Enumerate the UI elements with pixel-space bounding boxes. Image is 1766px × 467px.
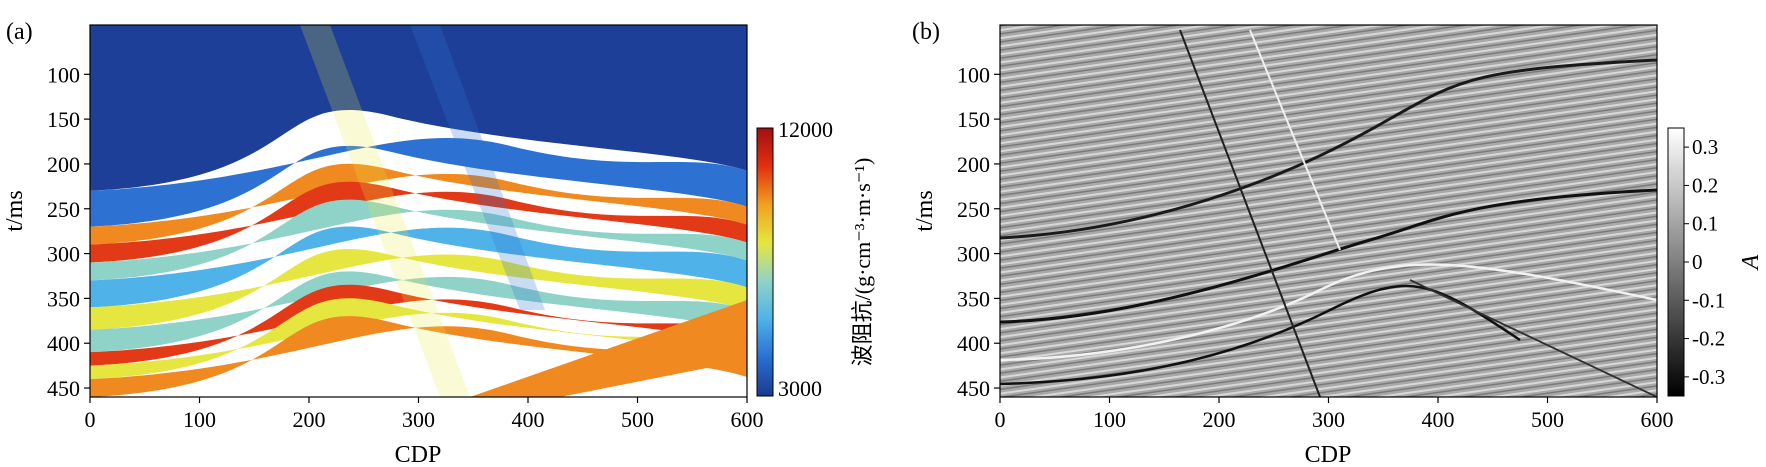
- colorbar-ticks: 0.3 0.2 0.1 0 -0.1 -0.2 -0.3: [1684, 135, 1725, 389]
- y-tick-label: 450: [957, 376, 990, 401]
- fold-overlay: [410, 25, 545, 310]
- reflector: [1000, 263, 1657, 362]
- y-tick-label: 350: [957, 286, 990, 311]
- fault-trace: [1249, 29, 1341, 251]
- y-tick-label: 100: [957, 62, 990, 87]
- x-tick-label: 0: [85, 407, 96, 432]
- colorbar-tick-label: -0.1: [1692, 288, 1725, 312]
- panel-b: (b) 0 100 200 300 400 500 600 100 150 200 250 300 35…: [912, 19, 1764, 467]
- thrust-wedge: [470, 300, 747, 397]
- y-tick-label: 400: [957, 331, 990, 356]
- impedance-layer: [90, 163, 747, 245]
- x-tick-label: 200: [1203, 407, 1236, 432]
- x-tick-label: 300: [1312, 407, 1345, 432]
- y-tick-label: 150: [957, 107, 990, 132]
- x-axis-label: CDP: [395, 442, 442, 467]
- x-tick-label: 500: [621, 407, 654, 432]
- y-axis-label: t/ms: [2, 190, 28, 231]
- x-tick-label: 400: [512, 407, 545, 432]
- y-tick-label: 300: [47, 242, 80, 267]
- fault-trace: [1409, 279, 1657, 397]
- y-tick-label: 200: [47, 152, 80, 177]
- colorbar-label: A: [1738, 254, 1764, 271]
- colorbar: [1667, 127, 1685, 397]
- plot-area: [90, 25, 747, 397]
- colorbar-tick-label: 3000: [778, 376, 822, 401]
- x-tick-label: 500: [1531, 407, 1564, 432]
- colorbar-tick-label: 0.1: [1692, 212, 1718, 236]
- impedance-layer: [90, 25, 747, 191]
- y-tick-label: 100: [47, 62, 80, 87]
- reflector: [1000, 58, 1657, 240]
- colorbar-tick-label: 12000: [778, 117, 833, 142]
- impedance-layer: [90, 181, 747, 263]
- y-tick-label: 300: [957, 242, 990, 267]
- colorbar-tick-label: 0.2: [1692, 173, 1718, 197]
- colorbar: [756, 127, 774, 397]
- impedance-layer: [90, 316, 747, 397]
- panel-a: (a) 0 100 200 300 400 500 600 100 150 200 250 300 35…: [2, 19, 875, 467]
- impedance-layer: [90, 271, 747, 353]
- x-tick-label: 100: [183, 407, 216, 432]
- y-tick-label: 450: [47, 376, 80, 401]
- x-tick-label: 0: [995, 407, 1006, 432]
- colorbar-label: 波阻抗/(g·cm⁻³·m·s⁻¹): [850, 158, 875, 367]
- fold-overlay: [300, 25, 470, 397]
- y-axis-label: t/ms: [912, 190, 938, 231]
- colorbar-tick-label: 0.3: [1692, 135, 1718, 159]
- y-tick-label: 150: [47, 107, 80, 132]
- x-tick-label: 300: [402, 407, 435, 432]
- impedance-layer: [90, 137, 747, 227]
- colorbar-tick-label: 0: [1692, 250, 1703, 274]
- seismic-section: [1000, 25, 1657, 397]
- x-tick-label: 600: [731, 407, 764, 432]
- plot-area: [1000, 25, 1657, 397]
- y-tick-label: 250: [47, 197, 80, 222]
- panel-label: (a): [6, 19, 33, 45]
- colorbar-tick-label: -0.2: [1692, 327, 1725, 351]
- impedance-layer: [90, 298, 747, 380]
- impedance-layer: [90, 226, 747, 308]
- fault-trace: [1179, 29, 1321, 397]
- y-tick-label: 400: [47, 331, 80, 356]
- colorbar-tick-label: -0.3: [1692, 365, 1725, 389]
- reflector: [1000, 284, 1521, 386]
- y-tick-label: 250: [957, 197, 990, 222]
- x-tick-label: 400: [1422, 407, 1455, 432]
- reflector: [1000, 188, 1657, 324]
- x-tick-label: 200: [293, 407, 326, 432]
- panel-label: (b): [912, 19, 940, 45]
- impedance-layer: [90, 199, 747, 281]
- y-tick-label: 200: [957, 152, 990, 177]
- impedance-layer: [90, 284, 747, 366]
- x-axis-label: CDP: [1305, 442, 1352, 467]
- x-tick-label: 600: [1641, 407, 1674, 432]
- x-tick-label: 100: [1093, 407, 1126, 432]
- axes: 0 100 200 300 400 500 600 100 150 200 250 300 350 400…: [957, 62, 1674, 432]
- y-tick-label: 350: [47, 286, 80, 311]
- impedance-layers: [90, 25, 747, 397]
- axes: 0 100 200 300 400 500 600 100 150 200 250 300 350 400…: [47, 62, 764, 432]
- impedance-layer: [90, 248, 747, 330]
